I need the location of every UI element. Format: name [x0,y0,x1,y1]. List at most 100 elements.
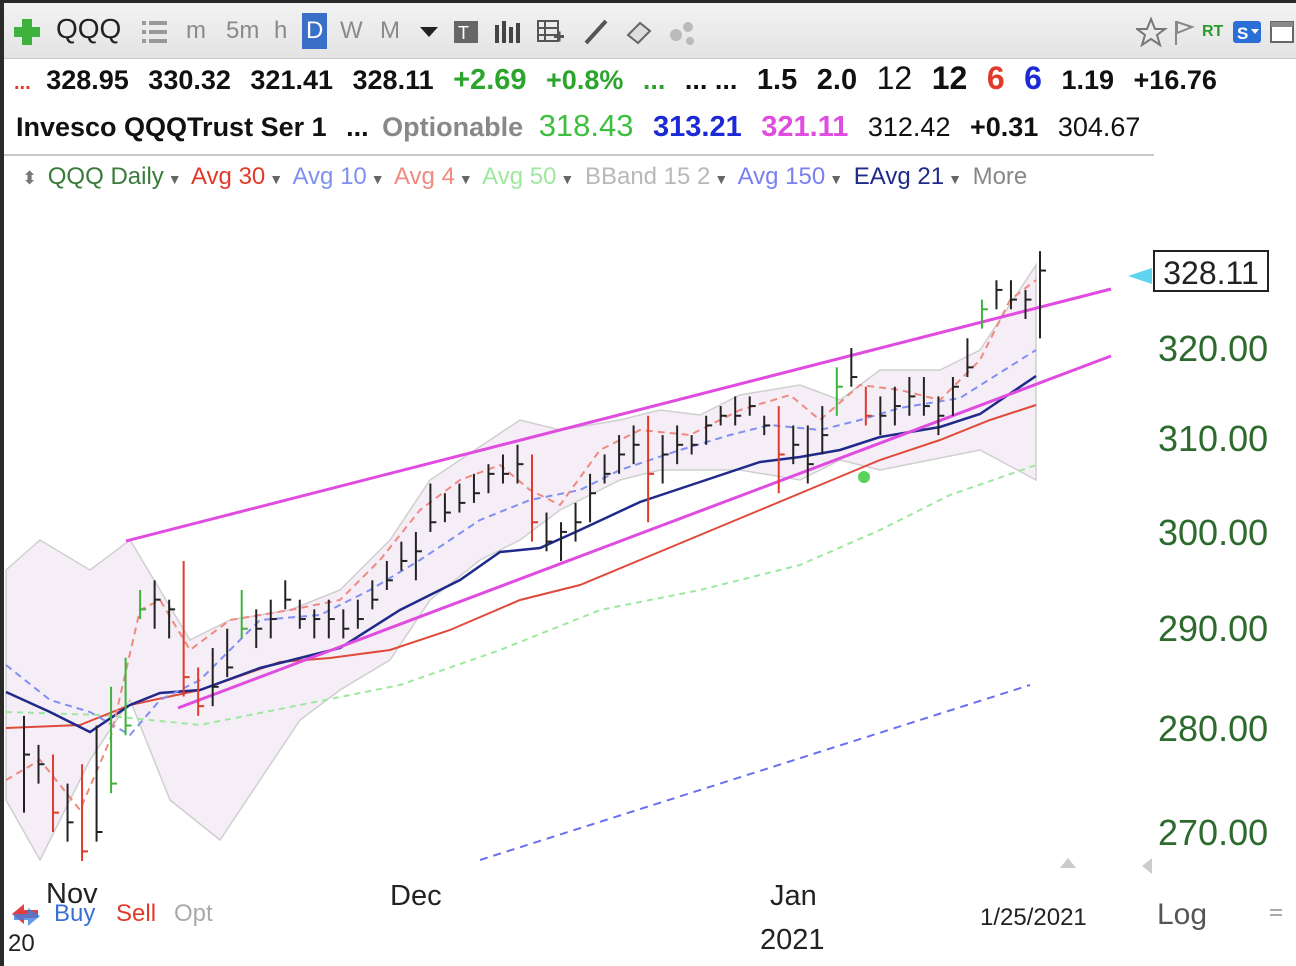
ohlc-bar [792,425,800,465]
log-scale-toggle[interactable]: Log [1157,898,1208,931]
caret-down-icon[interactable]: ▼ [714,171,729,187]
caret-down-icon[interactable]: ▼ [167,171,182,187]
legend-item[interactable]: Avg 30 [190,163,266,190]
ohlc-bar [429,483,437,532]
scroll-up-icon[interactable] [1060,858,1076,868]
ohlc-bar [52,754,60,832]
ohlc-bar [777,406,785,494]
ohlc-bar [589,473,597,523]
service-icon[interactable]: S [1232,17,1262,47]
sort-icon[interactable]: ⬍ [22,168,38,188]
current-date-label: 1/25/2021 [980,904,1087,931]
legend-item[interactable]: BBand 15 2 [584,163,711,190]
optionable-label: Optionable [382,112,524,142]
ohlc-bar [618,435,626,474]
window-icon[interactable] [1268,17,1296,47]
interval-w[interactable]: W [340,17,363,44]
caret-down-icon[interactable]: ▼ [560,171,575,187]
sell-button[interactable]: Sell [116,900,157,927]
flag-icon[interactable] [1172,17,1202,47]
quote-dots-2: ... ... [684,65,738,95]
ohlc-bar [632,425,640,465]
legend-item[interactable]: Avg 4 [393,163,455,190]
eraser-icon[interactable] [624,17,654,47]
caret-down-icon[interactable]: ▼ [269,171,284,187]
interval-m[interactable]: m [186,17,206,44]
option-button[interactable]: Opt [174,900,213,927]
interval-d[interactable]: D [302,13,328,49]
interval-5m[interactable]: 5m [226,17,260,44]
ohlc-bars [23,251,1046,862]
list-icon[interactable] [140,17,170,47]
avg-150-line [479,684,1031,861]
ohlc-bar [385,560,393,590]
ohlc-bar [298,599,306,629]
upper-trendline[interactable] [125,287,1112,543]
eavg-21-line [5,374,1037,734]
buy-button[interactable]: Buy [54,900,96,927]
trade-icon[interactable] [10,902,42,935]
ohlc-bar [313,609,321,639]
realtime-label: RT [1202,23,1224,40]
pencil-icon[interactable] [582,17,612,47]
ohlc-bar [226,628,234,678]
ohlc-bar [110,686,118,794]
quote-v5: 6 [986,60,1005,96]
ohlc-bar [1024,289,1032,319]
quote-v3: 12 [876,60,913,96]
y-tick-label: 290.00 [1158,608,1269,649]
x-tick-label-dec: Dec [390,880,442,912]
ohlc-bar [400,541,408,571]
dropdown-arrow-icon[interactable] [416,17,446,47]
interval-h[interactable]: h [274,17,288,44]
bars-icon[interactable] [492,17,522,47]
add-symbol-icon[interactable] [12,17,42,47]
interval-m-monthly[interactable]: M [380,17,400,44]
grid-add-icon[interactable] [536,17,566,47]
ohlc-bar [255,609,263,649]
ohlc-bar [23,715,30,813]
ohlc-bar [371,580,379,610]
bollinger-band [5,262,1037,862]
ohlc-bar [560,522,568,561]
legend-item[interactable]: EAvg 21 [853,163,945,190]
symbol-field[interactable]: QQQ [56,13,122,44]
ohlc-bar [995,280,1003,310]
ohlc-bar [139,590,147,620]
legend-item[interactable]: Avg 10 [292,163,367,190]
star-icon[interactable] [1134,16,1168,48]
info-p5: +0.31 [969,112,1039,142]
company-name: Invesco QQQTrust Ser 1 [16,112,327,142]
chart-type-icon[interactable]: T [452,17,482,47]
quote-dots-green: ... [642,65,666,95]
caret-down-icon[interactable]: ▼ [458,171,473,187]
signal-dot [858,471,870,483]
legend-item[interactable]: QQQ Daily [47,163,164,190]
y-tick-label: 320.00 [1158,328,1269,369]
lower-trendline[interactable] [177,354,1112,710]
legend-item[interactable]: Avg 150 [737,163,826,190]
caret-down-icon[interactable]: ▼ [948,171,962,187]
ohlc-bar [197,667,205,716]
quote-v4: 12 [931,60,968,96]
ohlc-bar [66,783,74,842]
quote-change-pct: +0.8% [546,65,624,95]
ohlc-bar [327,599,335,639]
caret-down-icon[interactable]: ▼ [829,171,844,187]
scroll-left-icon[interactable] [1142,858,1152,874]
ohlc-bar [414,531,422,581]
ohlc-bar [516,444,524,484]
caret-down-icon[interactable]: ▼ [370,171,385,187]
ohlc-bar [153,580,161,629]
settings-dots-icon[interactable] [668,17,698,47]
quote-row: ... 328.95 330.32 321.41 328.11 +2.69 +0… [14,60,1229,97]
legend-more[interactable]: More [972,163,1028,190]
ohlc-bar [342,609,350,639]
ohlc-bar [284,580,292,610]
quote-dots: ... [14,72,31,94]
quote-change: +2.69 [453,64,527,96]
ohlc-bar [980,299,988,329]
legend-item[interactable]: Avg 50 [482,163,557,190]
